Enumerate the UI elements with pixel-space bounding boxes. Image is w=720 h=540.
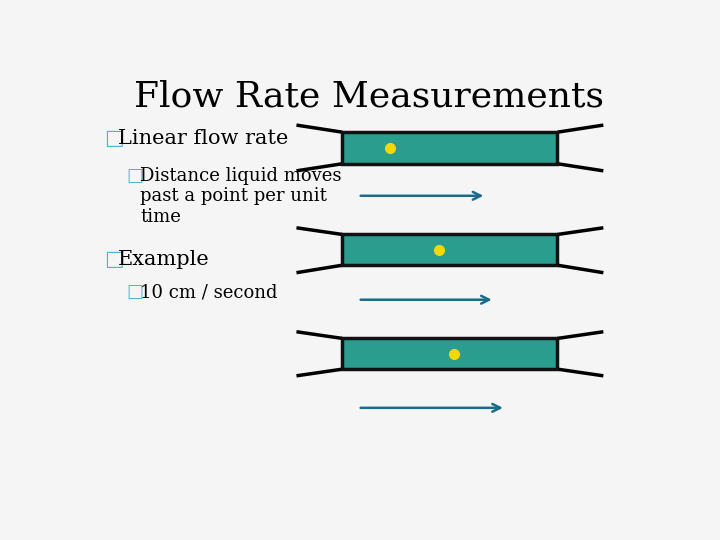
Text: □: □ — [104, 129, 124, 149]
Text: Flow Rate Measurements: Flow Rate Measurements — [134, 79, 604, 113]
Text: □: □ — [126, 167, 143, 185]
Text: □: □ — [104, 250, 124, 269]
Text: Distance liquid moves
past a point per unit
time: Distance liquid moves past a point per u… — [140, 167, 342, 226]
Text: Example: Example — [118, 250, 210, 269]
Bar — [343, 338, 557, 369]
Text: □: □ — [126, 283, 143, 301]
Text: 10 cm / second: 10 cm / second — [140, 283, 278, 301]
Bar — [343, 132, 557, 164]
Bar — [343, 234, 557, 266]
Text: Linear flow rate: Linear flow rate — [118, 129, 288, 149]
